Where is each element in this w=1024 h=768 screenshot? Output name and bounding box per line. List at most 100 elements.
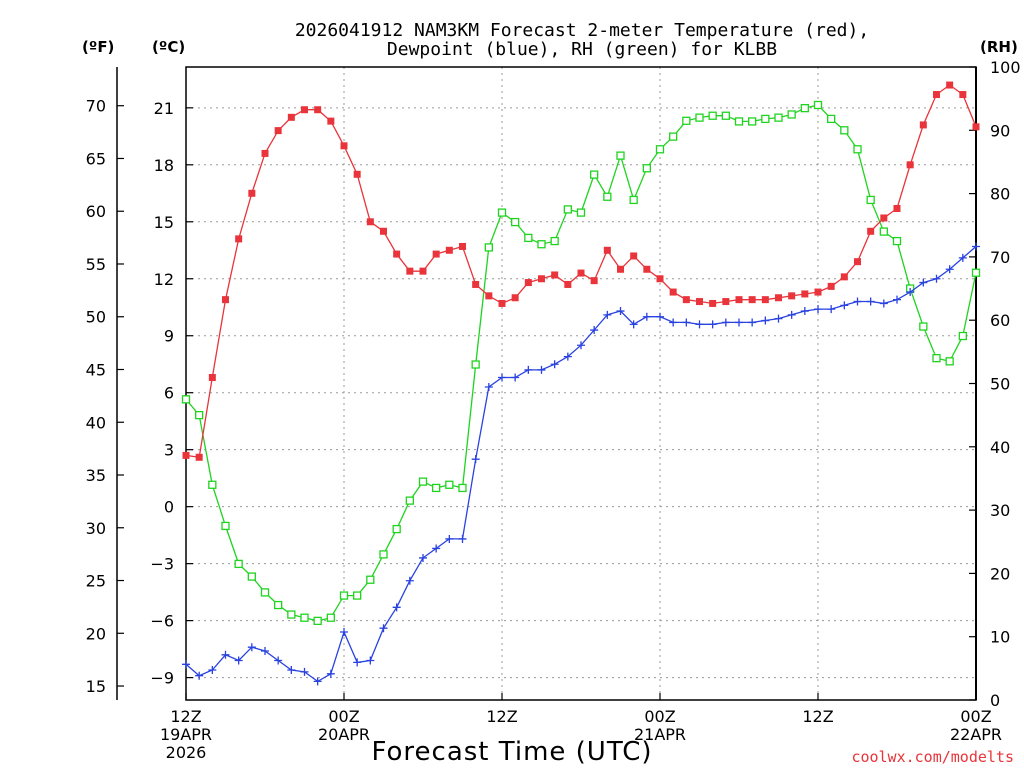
rh-point	[827, 114, 836, 124]
rh-point	[695, 113, 704, 122]
dewpoint-point	[642, 312, 651, 321]
temperature-point	[432, 250, 440, 258]
dewpoint-point	[906, 288, 915, 297]
rh-point	[853, 145, 862, 154]
temperature-point	[353, 170, 361, 178]
rh-point	[748, 117, 757, 126]
rh-point	[445, 480, 454, 489]
temperature-point	[590, 277, 598, 285]
dewpoint-point	[208, 665, 217, 674]
time-tick-date-label: 19APR	[160, 725, 212, 744]
rh-point	[300, 613, 309, 622]
plot-frame	[185, 66, 977, 701]
temperature-point	[445, 246, 453, 254]
celsius-tick-label: −9	[150, 669, 174, 688]
dewpoint-point	[353, 658, 362, 667]
rh-point	[616, 151, 625, 160]
dewpoint-point	[392, 603, 401, 612]
dewpoint-point	[814, 305, 822, 314]
celsius-tick-label: −3	[150, 555, 174, 574]
rh-tick-label: 80	[990, 185, 1010, 204]
temperature-point	[933, 91, 940, 99]
dewpoint-point	[893, 295, 901, 304]
temperature-point	[314, 106, 322, 114]
rh-point	[392, 524, 401, 534]
temperature-point	[669, 288, 677, 296]
rh-point	[471, 360, 480, 369]
time-tick-date-label: 21APR	[634, 725, 686, 744]
dewpoint-point	[761, 316, 770, 325]
rh-axis: 0 10 20 30 40 50 60 70 80 90 100	[969, 58, 1021, 710]
rh-tick-label: 60	[990, 311, 1010, 330]
temperature-point	[893, 204, 901, 212]
temperature-point	[182, 451, 190, 459]
time-tick-label: 12Z	[170, 707, 201, 726]
celsius-tick-label: 12	[154, 270, 174, 289]
rh-point	[497, 208, 507, 217]
rh-line	[185, 104, 977, 622]
fahrenheit-tick-label: 30	[86, 519, 106, 538]
rh-point	[642, 164, 651, 173]
fahrenheit-tick-label: 35	[86, 466, 106, 485]
rh-point	[511, 217, 520, 227]
rh-tick-label: 90	[990, 121, 1010, 140]
temperature-point	[235, 235, 243, 243]
dewpoint-point	[958, 253, 967, 262]
rh-point	[274, 600, 283, 610]
celsius-tick-label: 3	[164, 441, 174, 460]
time-tick-label: 12Z	[486, 707, 517, 726]
temperature-point	[195, 453, 203, 461]
celsius-tick-label: 6	[164, 384, 174, 403]
dewpoint-point	[261, 647, 269, 656]
temperature-point	[366, 218, 374, 226]
dewpoint-point	[300, 667, 309, 676]
rh-point	[813, 100, 823, 110]
temperature-point	[722, 298, 730, 306]
dewpoint-point	[458, 534, 467, 543]
dewpoint-point	[656, 312, 664, 321]
dewpoint-point	[774, 314, 783, 323]
fahrenheit-tick-label: 15	[86, 677, 106, 696]
temperature-point	[538, 275, 545, 283]
fahrenheit-tick-label: 65	[86, 149, 106, 168]
time-tick-year-label: 2026	[166, 743, 207, 762]
dewpoint-point	[879, 299, 888, 308]
temperature-point	[801, 290, 809, 298]
celsius-tick-label: −6	[150, 612, 174, 631]
rh-point	[432, 483, 441, 493]
dewpoint-point	[182, 660, 190, 669]
temperature-point	[919, 121, 927, 129]
dewpoint-point	[234, 656, 243, 665]
dewpoint-point	[800, 307, 809, 316]
dewpoint-point	[511, 373, 520, 382]
rh-series	[181, 100, 981, 626]
temperature-point	[788, 292, 796, 300]
rh-point	[629, 195, 638, 205]
rh-point	[866, 195, 875, 205]
rh-point	[734, 117, 744, 126]
temperature-point	[656, 275, 664, 283]
rh-point	[287, 610, 296, 619]
rh-point	[195, 410, 204, 420]
fahrenheit-tick-label: 40	[86, 413, 106, 432]
celsius-tick-label: 18	[154, 156, 174, 175]
dewpoint-point	[247, 643, 256, 652]
temperature-point	[406, 267, 414, 275]
temperature-point	[485, 292, 493, 300]
dewpoint-point	[577, 341, 585, 350]
rh-tick-label: 30	[990, 501, 1010, 520]
rh-point	[590, 170, 599, 179]
rh-point	[379, 550, 388, 559]
temperature-point	[301, 106, 308, 114]
dewpoint-point	[471, 455, 480, 464]
temperature-point	[682, 296, 690, 304]
dewpoint-point	[221, 650, 230, 659]
temperature-point	[511, 294, 519, 302]
time-tick-label: 12Z	[802, 707, 833, 726]
rh-point	[787, 110, 796, 119]
x-axis-label: Forecast Time (UTC)	[371, 737, 652, 767]
rh-point	[366, 575, 375, 584]
rh-tick-label: 40	[990, 438, 1010, 457]
